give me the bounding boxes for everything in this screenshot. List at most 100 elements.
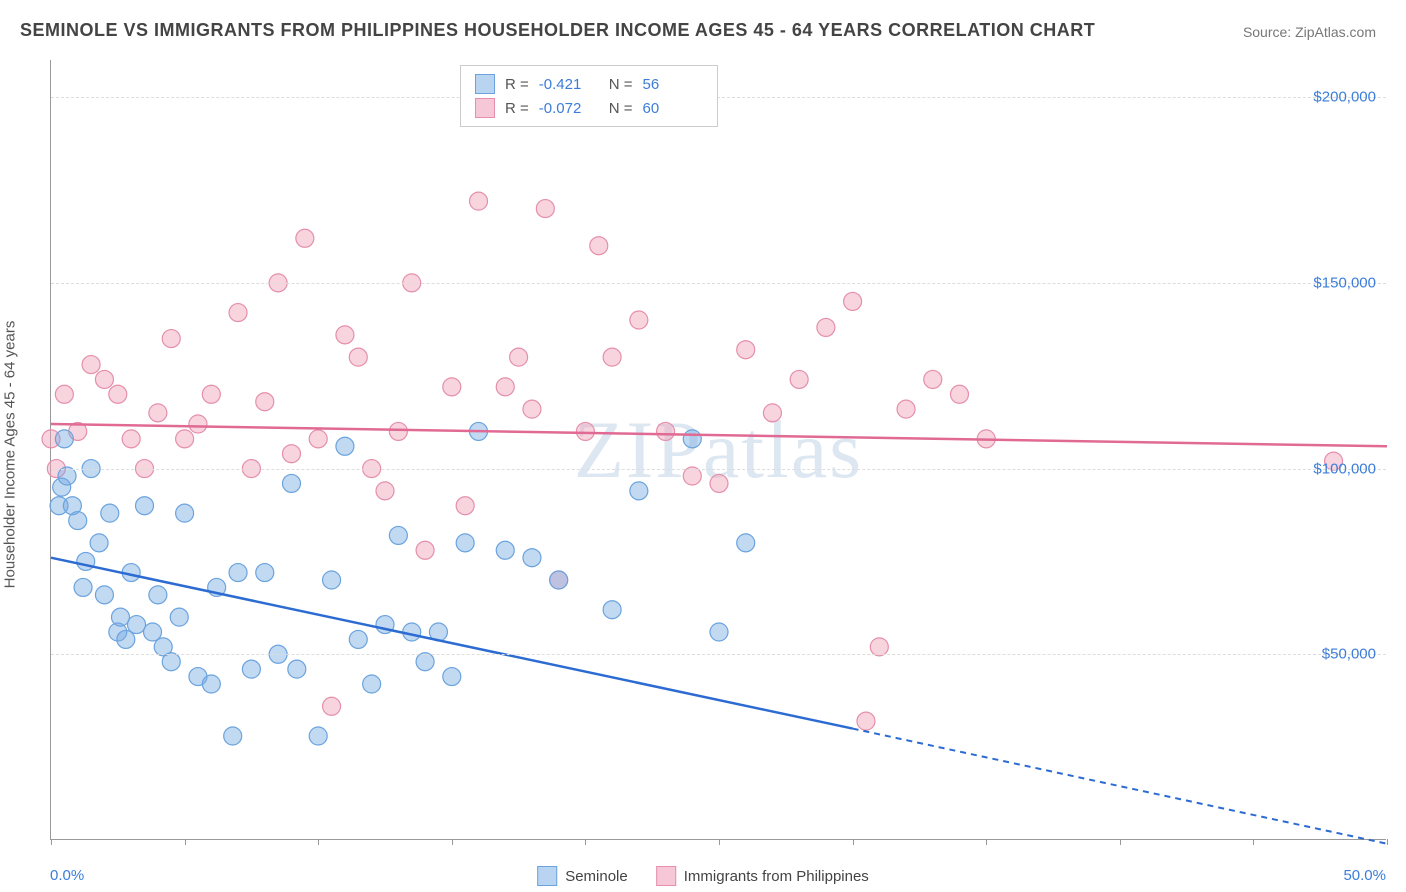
y-tick-label: $100,000 bbox=[1313, 460, 1376, 477]
scatter-point bbox=[323, 697, 341, 715]
chart-title: SEMINOLE VS IMMIGRANTS FROM PHILIPPINES … bbox=[20, 20, 1095, 41]
scatter-point bbox=[309, 727, 327, 745]
scatter-point bbox=[389, 526, 407, 544]
scatter-point bbox=[950, 385, 968, 403]
scatter-point bbox=[74, 578, 92, 596]
scatter-point bbox=[683, 467, 701, 485]
scatter-point bbox=[456, 534, 474, 552]
x-tick bbox=[1387, 839, 1388, 845]
x-axis-max-label: 50.0% bbox=[1343, 867, 1386, 884]
x-tick bbox=[318, 839, 319, 845]
scatter-svg bbox=[51, 60, 1386, 839]
scatter-point bbox=[336, 326, 354, 344]
scatter-point bbox=[95, 586, 113, 604]
corr-r-label: R = bbox=[505, 100, 529, 117]
scatter-point bbox=[149, 586, 167, 604]
scatter-point bbox=[144, 623, 162, 641]
scatter-point bbox=[282, 474, 300, 492]
scatter-point bbox=[111, 608, 129, 626]
scatter-point bbox=[763, 404, 781, 422]
scatter-point bbox=[536, 200, 554, 218]
x-tick bbox=[585, 839, 586, 845]
scatter-point bbox=[496, 378, 514, 396]
scatter-point bbox=[90, 534, 108, 552]
swatch-seminole bbox=[475, 74, 495, 94]
scatter-point bbox=[58, 467, 76, 485]
scatter-point bbox=[603, 601, 621, 619]
correlation-row-0: R = -0.421 N = 56 bbox=[475, 72, 703, 96]
scatter-point bbox=[737, 534, 755, 552]
scatter-point bbox=[176, 504, 194, 522]
y-tick-label: $150,000 bbox=[1313, 274, 1376, 291]
y-tick-label: $50,000 bbox=[1322, 646, 1376, 663]
scatter-point bbox=[870, 638, 888, 656]
x-tick bbox=[185, 839, 186, 845]
scatter-point bbox=[897, 400, 915, 418]
scatter-point bbox=[630, 482, 648, 500]
scatter-point bbox=[69, 512, 87, 530]
correlation-box: R = -0.421 N = 56 R = -0.072 N = 60 bbox=[460, 65, 718, 127]
scatter-point bbox=[202, 675, 220, 693]
scatter-point bbox=[523, 400, 541, 418]
x-tick bbox=[1120, 839, 1121, 845]
scatter-point bbox=[510, 348, 528, 366]
scatter-point bbox=[523, 549, 541, 567]
scatter-point bbox=[590, 237, 608, 255]
source-attribution: Source: ZipAtlas.com bbox=[1243, 24, 1376, 40]
corr-n-label: N = bbox=[609, 76, 633, 93]
grid-line bbox=[51, 283, 1386, 284]
scatter-point bbox=[376, 482, 394, 500]
scatter-point bbox=[737, 341, 755, 359]
scatter-point bbox=[924, 370, 942, 388]
scatter-point bbox=[576, 422, 594, 440]
scatter-point bbox=[710, 474, 728, 492]
legend-swatch-philippines bbox=[656, 866, 676, 886]
y-tick-label: $200,000 bbox=[1313, 89, 1376, 106]
scatter-point bbox=[288, 660, 306, 678]
legend-label-0: Seminole bbox=[565, 868, 628, 885]
scatter-point bbox=[282, 445, 300, 463]
scatter-point bbox=[128, 616, 146, 634]
scatter-point bbox=[416, 541, 434, 559]
x-tick bbox=[719, 839, 720, 845]
grid-line bbox=[51, 469, 1386, 470]
corr-n-value-1: 60 bbox=[643, 100, 703, 117]
chart-plot-area: ZIPatlas $50,000$100,000$150,000$200,000 bbox=[50, 60, 1386, 840]
scatter-point bbox=[170, 608, 188, 626]
corr-n-value-0: 56 bbox=[643, 76, 703, 93]
scatter-point bbox=[109, 385, 127, 403]
legend-swatch-seminole bbox=[537, 866, 557, 886]
scatter-point bbox=[229, 304, 247, 322]
scatter-point bbox=[256, 393, 274, 411]
scatter-point bbox=[95, 370, 113, 388]
regression-line-extrapolated bbox=[853, 729, 1387, 844]
regression-line bbox=[51, 424, 1387, 446]
legend-label-1: Immigrants from Philippines bbox=[684, 868, 869, 885]
scatter-point bbox=[857, 712, 875, 730]
scatter-point bbox=[101, 504, 119, 522]
scatter-point bbox=[136, 497, 154, 515]
scatter-point bbox=[443, 378, 461, 396]
scatter-point bbox=[162, 330, 180, 348]
scatter-point bbox=[657, 422, 675, 440]
scatter-point bbox=[844, 292, 862, 310]
scatter-point bbox=[55, 385, 73, 403]
scatter-point bbox=[817, 318, 835, 336]
legend-item-seminole: Seminole bbox=[537, 866, 628, 886]
scatter-point bbox=[336, 437, 354, 455]
scatter-point bbox=[790, 370, 808, 388]
scatter-point bbox=[82, 356, 100, 374]
correlation-row-1: R = -0.072 N = 60 bbox=[475, 96, 703, 120]
corr-r-value-0: -0.421 bbox=[539, 76, 599, 93]
scatter-point bbox=[416, 653, 434, 671]
scatter-point bbox=[683, 430, 701, 448]
scatter-point bbox=[309, 430, 327, 448]
scatter-point bbox=[630, 311, 648, 329]
scatter-point bbox=[603, 348, 621, 366]
scatter-point bbox=[55, 430, 73, 448]
scatter-point bbox=[389, 422, 407, 440]
scatter-point bbox=[122, 430, 140, 448]
scatter-point bbox=[189, 415, 207, 433]
x-tick bbox=[51, 839, 52, 845]
scatter-point bbox=[323, 571, 341, 589]
